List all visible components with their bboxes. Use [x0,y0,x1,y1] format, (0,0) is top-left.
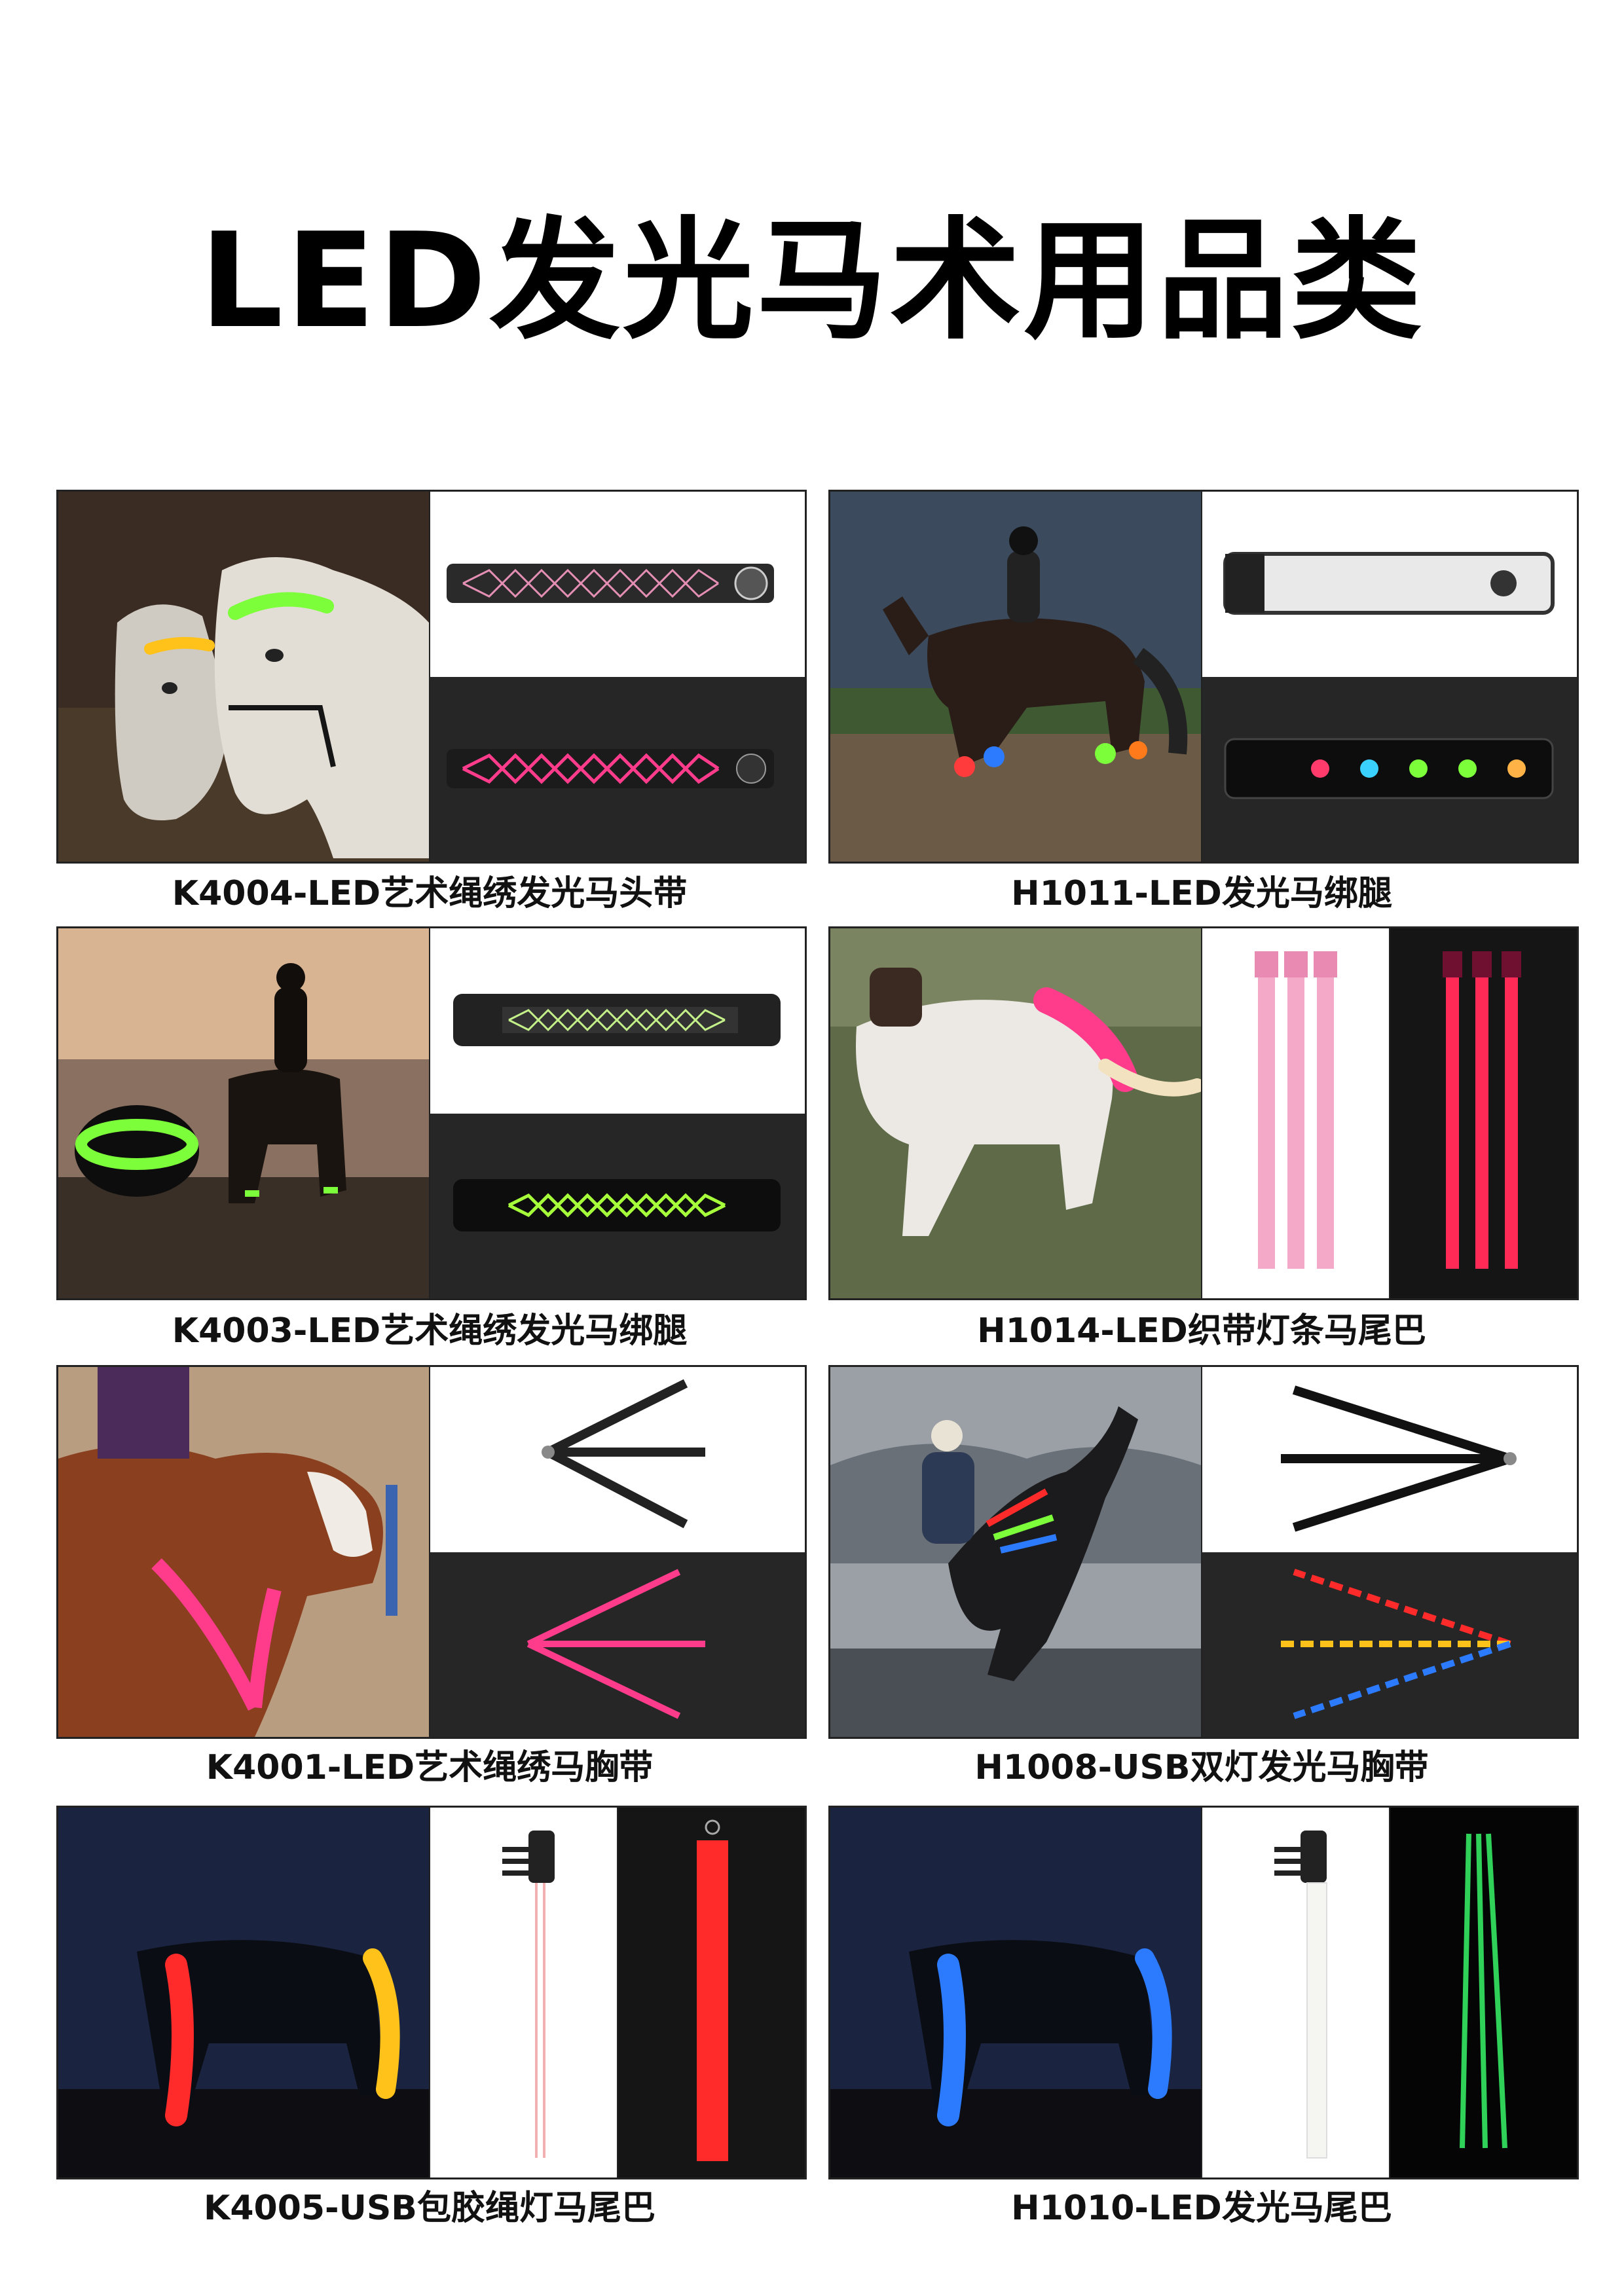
product-card-k4003 [56,926,807,1300]
product-card-h1008 [828,1365,1579,1739]
page-title: LED发光马术用品类 [199,205,1425,357]
breastplate-usb-product-lit [1202,1552,1577,1737]
breastplate-usb-product-off [1202,1367,1577,1554]
caption-h1014: H1014-LED织带灯条马尾巴 [977,1311,1426,1351]
horses-headband-photo [58,492,429,862]
product-card-h1011 [828,490,1579,864]
caption-h1008: H1008-USB双灯发光马胸带 [974,1748,1429,1787]
tail-strips-product-off [1202,928,1389,1298]
legwrap-product-lit [1202,676,1577,862]
product-card-k4005 [56,1806,807,2179]
night-horse-blue-tail-photo [830,1808,1201,2178]
headband-product-off [430,492,805,678]
product-card-h1010 [828,1806,1579,2179]
tail-led-product-lit [1389,1808,1577,2178]
legwrap-green-product-lit [430,1113,805,1298]
rearing-horse-photo [830,1367,1201,1737]
breastplate-product-lit [430,1552,805,1737]
caption-h1010: H1010-LED发光马尾巴 [1011,2189,1392,2228]
tail-usb-product-off [430,1808,617,2178]
breastplate-product-off [430,1367,805,1554]
white-horse-tail-photo [830,928,1201,1298]
legwrap-product-off [1202,492,1577,678]
rider-legwraps-photo [830,492,1201,862]
product-card-k4004 [56,490,807,864]
caption-k4005: K4005-USB包胶绳灯马尾巴 [204,2189,655,2228]
product-card-k4001 [56,1365,807,1739]
legwrap-green-product-off [430,928,805,1115]
product-card-h1014 [828,926,1579,1300]
caption-h1011: H1011-LED发光马绑腿 [1011,874,1392,913]
caption-k4001: K4001-LED艺术绳绣马胸带 [206,1748,654,1787]
night-horse-red-tail-photo [58,1808,429,2178]
tail-led-product-off [1202,1808,1389,2178]
chestnut-horse-photo [58,1367,429,1737]
beach-rider-photo [58,928,429,1298]
caption-k4004: K4004-LED艺术绳绣发光马头带 [172,874,688,913]
tail-strips-product-lit [1389,928,1577,1298]
tail-usb-product-lit [617,1808,805,2178]
headband-product-lit [430,676,805,862]
caption-k4003: K4003-LED艺术绳绣发光马绑腿 [172,1311,688,1351]
